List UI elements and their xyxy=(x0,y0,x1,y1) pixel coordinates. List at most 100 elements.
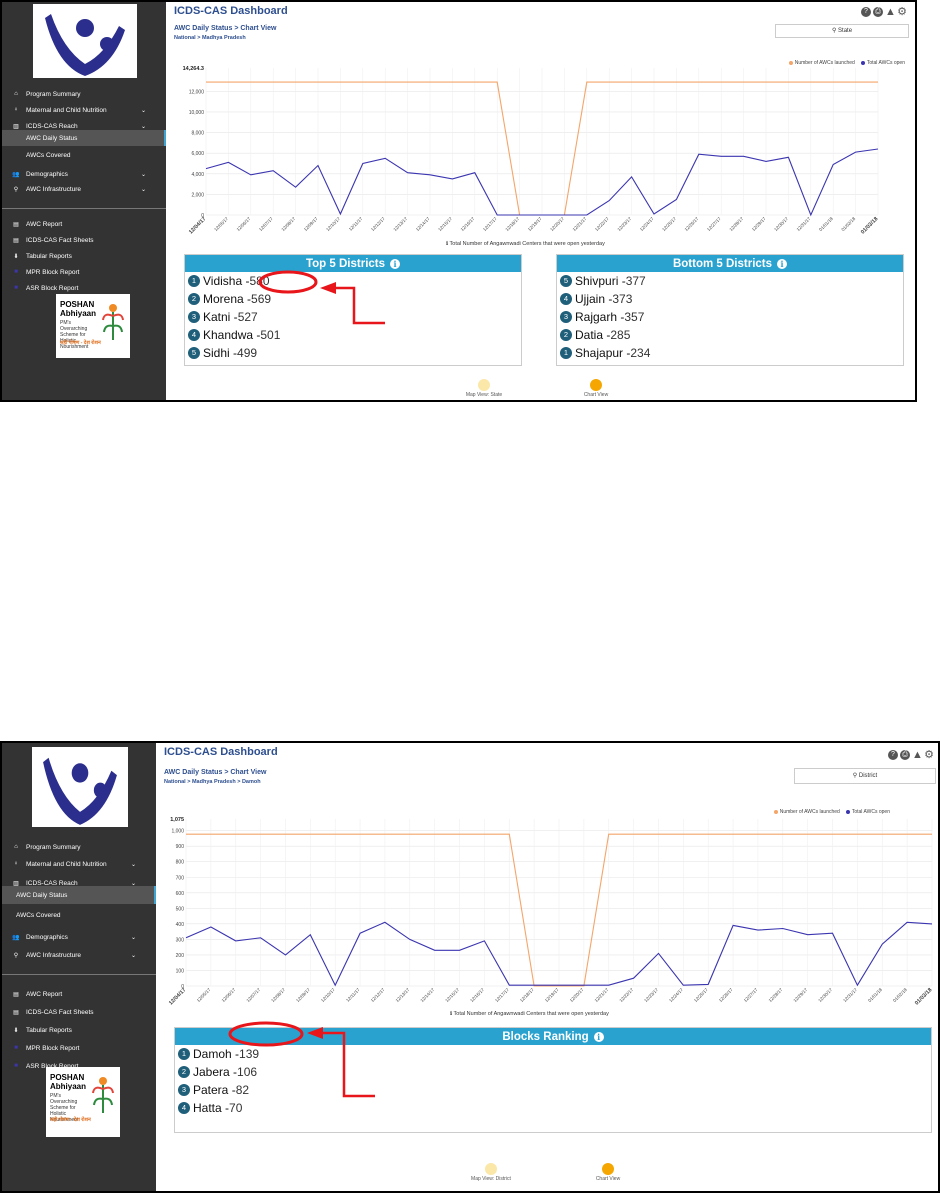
sidebar-item-asr-block-report[interactable]: ■ ASR Block Report xyxy=(2,282,166,294)
help-icon[interactable]: ? xyxy=(888,750,898,760)
breadcrumb[interactable]: National > Madhya Pradesh xyxy=(174,35,246,41)
ranking-value: 234 xyxy=(630,346,651,360)
sidebar-item-tabular-reports[interactable]: ⬇ Tabular Reports xyxy=(13,252,72,260)
sidebar-item-icds-cas-reach[interactable]: ▥ ICDS-CAS Reach ⌄ xyxy=(13,879,136,887)
x-tick-label: 12/14/17 xyxy=(415,216,431,232)
x-tick-label: 01/01/18 xyxy=(867,987,883,1003)
gear-icon[interactable]: ⚙ xyxy=(924,749,934,761)
blocks-ranking-list: 1 Damoh - 139 2 Jabera - 106 3 Patera - 82 4 Ha… xyxy=(175,1045,931,1117)
ranking-value: 82 xyxy=(235,1083,250,1097)
rank-badge: 1 xyxy=(560,347,572,359)
x-tick-label: 01/01/18 xyxy=(818,216,834,232)
sidebar-item-asr-block-report[interactable]: ■ ASR Block Report xyxy=(2,1060,156,1072)
sidebar-item-awc-daily-status[interactable]: AWC Daily Status xyxy=(2,886,156,904)
rank-badge: 4 xyxy=(178,1102,190,1114)
x-tick-label: 12/08/17 xyxy=(280,216,296,232)
sidebar-item-fact-sheets[interactable]: ▤ ICDS-CAS Fact Sheets xyxy=(13,1008,94,1016)
icds-logo xyxy=(32,747,128,827)
chart-view-toggle[interactable]: Chart View xyxy=(576,379,616,398)
ranking-value: 527 xyxy=(237,310,258,324)
sidebar-item-icds-cas-reach[interactable]: ▥ ICDS-CAS Reach ⌄ xyxy=(13,122,146,130)
page-subtitle: AWC Daily Status > Chart View xyxy=(174,25,276,32)
sidebar-item-maternal-child-nutrition[interactable]: ♀ Maternal and Child Nutrition ⌄ xyxy=(13,860,136,868)
toggle-circle-icon xyxy=(485,1163,497,1175)
ranking-row: 5 Sidhi - 499 xyxy=(185,344,521,362)
sidebar-item-demographics[interactable]: 👥 Demographics ⌄ xyxy=(12,170,146,178)
sidebar-item-awc-report[interactable]: ▤ AWC Report xyxy=(13,990,63,998)
x-tick-label: 12/12/17 xyxy=(370,216,386,232)
sidebar-item-awc-daily-status[interactable]: AWC Daily Status xyxy=(2,130,166,146)
location-select-button[interactable]: ⚲ State xyxy=(775,24,909,38)
sidebar-item-mpr-block-report[interactable]: ■ MPR Block Report xyxy=(2,1042,156,1054)
subtitle-awc-daily-status[interactable]: AWC Daily Status xyxy=(164,769,223,776)
map-view-toggle[interactable]: Map View: District xyxy=(456,1163,526,1182)
map-pin-icon: ⚲ xyxy=(13,186,19,193)
info-icon[interactable]: i xyxy=(777,258,788,269)
sidebar-item-awc-report[interactable]: ▤ AWC Report xyxy=(13,220,63,228)
x-tick-label: 01/02/18 xyxy=(892,987,908,1003)
legend-item-launched[interactable]: Number of AWCs launched xyxy=(773,809,840,815)
warning-icon[interactable]: ▲ xyxy=(885,6,896,18)
legend-item-open[interactable]: Total AWCs open xyxy=(860,60,905,66)
gear-icon[interactable]: ⚙ xyxy=(897,6,907,18)
print-icon[interactable]: ⎙ xyxy=(873,7,883,17)
bar-chart-icon: ▥ xyxy=(13,123,19,130)
x-tick-label: 12/29/17 xyxy=(792,987,808,1003)
breadcrumb[interactable]: National > Madhya Pradesh > Damoh xyxy=(164,779,261,785)
chart-footnote: ℹ Total Number of Angawnwadi Centers tha… xyxy=(446,241,605,247)
chevron-down-icon: ⌄ xyxy=(140,171,146,178)
x-tick-label: 12/08/17 xyxy=(270,987,286,1003)
ranking-name: Jabera - xyxy=(193,1065,238,1079)
x-tick-label: 12/07/17 xyxy=(258,216,274,232)
chevron-down-icon: ⌄ xyxy=(140,186,146,193)
toggle-circle-icon xyxy=(478,379,490,391)
chevron-down-icon: ⌄ xyxy=(130,880,136,887)
sidebar-item-awcs-covered[interactable]: AWCs Covered xyxy=(26,151,71,159)
sidebar-item-program-summary[interactable]: ⌂ Program Summary xyxy=(2,88,166,100)
ranking-row: 4 Ujjain - 373 xyxy=(557,290,903,308)
sidebar-item-demographics[interactable]: 👥 Demographics ⌄ xyxy=(12,933,136,941)
chevron-right-icon: > xyxy=(234,25,239,32)
sidebar-item-awc-infrastructure[interactable]: ⚲ AWC Infrastructure ⌄ xyxy=(13,185,146,193)
location-select-button[interactable]: ⚲ District xyxy=(794,768,936,784)
warning-icon[interactable]: ▲ xyxy=(912,749,923,761)
rank-badge: 5 xyxy=(188,347,200,359)
rank-badge: 5 xyxy=(560,275,572,287)
subtitle-awc-daily-status[interactable]: AWC Daily Status xyxy=(174,25,233,32)
legend-dot-icon xyxy=(845,809,850,814)
sidebar-item-program-summary[interactable]: ⌂ Program Summary xyxy=(2,841,156,853)
print-icon[interactable]: ⎙ xyxy=(900,750,910,760)
sidebar-item-mpr-block-report[interactable]: ■ MPR Block Report xyxy=(2,266,166,278)
main-content: ICDS-CAS Dashboard AWC Daily Status > Ch… xyxy=(156,743,938,1191)
screenshot-state-view: ⌂ Program Summary ♀ Maternal and Child Nut… xyxy=(0,0,917,402)
sidebar-item-fact-sheets[interactable]: ▤ ICDS-CAS Fact Sheets xyxy=(13,236,94,244)
ranking-name: Vidisha - xyxy=(203,274,250,288)
file-icon: ▤ xyxy=(13,221,19,228)
bar-chart-icon: ▥ xyxy=(13,880,19,887)
chart-legend: Number of AWCs launched Total AWCs open xyxy=(773,809,890,815)
ranking-row: 3 Rajgarh - 357 xyxy=(557,308,903,326)
x-tick-label: 12/18/17 xyxy=(519,987,535,1003)
help-icon[interactable]: ? xyxy=(861,7,871,17)
sidebar-item-awc-infrastructure[interactable]: ⚲ AWC Infrastructure ⌄ xyxy=(13,951,136,959)
legend-item-launched[interactable]: Number of AWCs launched xyxy=(788,60,855,66)
x-tick-label: 01/03/18 xyxy=(860,216,879,235)
x-tick-label: 12/31/17 xyxy=(796,216,812,232)
y-tick-label: 0 xyxy=(181,984,184,990)
sidebar-item-tabular-reports[interactable]: ⬇ Tabular Reports xyxy=(13,1026,72,1034)
ranking-name: Hatta - xyxy=(193,1101,230,1115)
ranking-name: Shivpuri - xyxy=(575,274,626,288)
sidebar-item-awcs-covered[interactable]: AWCs Covered xyxy=(16,911,61,919)
info-icon[interactable]: i xyxy=(593,1031,604,1042)
info-icon[interactable]: i xyxy=(390,258,401,269)
x-tick-label: 12/04/17 xyxy=(168,987,187,1006)
x-tick-label: 12/23/17 xyxy=(616,216,632,232)
legend-item-open[interactable]: Total AWCs open xyxy=(845,809,890,815)
sidebar-item-maternal-child-nutrition[interactable]: ♀ Maternal and Child Nutrition ⌄ xyxy=(13,106,146,114)
chart-view-toggle[interactable]: Chart View xyxy=(588,1163,628,1182)
ranking-name: Morena - xyxy=(203,292,252,306)
x-tick-label: 12/10/17 xyxy=(325,216,341,232)
chart-legend: Number of AWCs launched Total AWCs open xyxy=(788,60,905,66)
map-view-toggle[interactable]: Map View: State xyxy=(454,379,514,398)
toolbar-icons: ? ⎙ ▲ ⚙ xyxy=(861,6,907,18)
